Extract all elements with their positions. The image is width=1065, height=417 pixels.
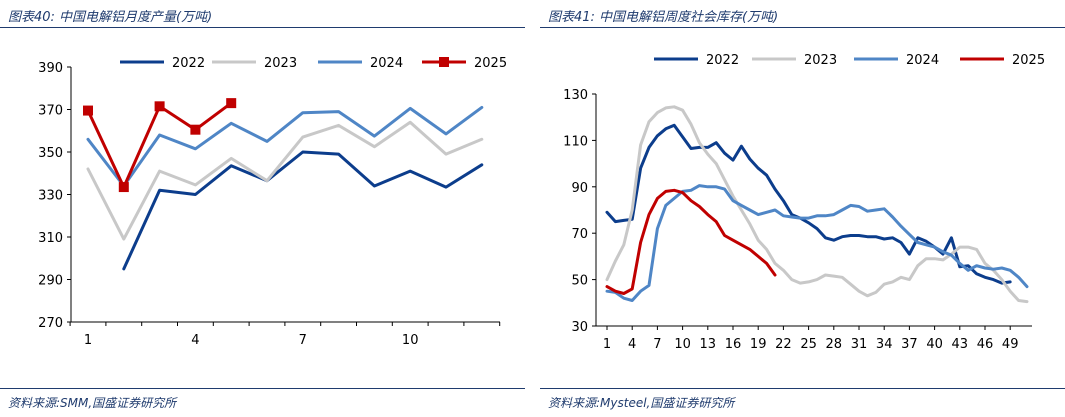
right-x-tick-label: 16 (725, 337, 742, 352)
left-legend-label-2025: 2025 (474, 56, 507, 71)
right-y-tick-label: 110 (563, 134, 588, 149)
right-x-tick-label: 4 (628, 337, 636, 352)
right-x-tick-label: 13 (700, 337, 717, 352)
left-legend-label-2024: 2024 (370, 56, 403, 71)
right-x-tick-label: 43 (952, 337, 969, 352)
left-chart-title: 图表40: 中国电解铝月度产量(万吨) (8, 10, 213, 25)
left-x-tick-label: 10 (402, 333, 419, 348)
left-chart-panel: 图表40: 中国电解铝月度产量(万吨) 270 290 310 330 350 370 39… (0, 0, 525, 417)
right-series-2023-line (605, 105, 1029, 304)
left-legend-label-2023: 2023 (264, 56, 297, 71)
right-x-tick-label: 25 (800, 337, 817, 352)
left-series-2025-point (226, 98, 237, 109)
left-series-2025-point (118, 182, 129, 193)
left-y-tick-label: 350 (38, 146, 63, 161)
left-x-tick-label: 1 (84, 333, 92, 348)
right-x-tick-label: 7 (653, 337, 661, 352)
left-series-2025-point (154, 101, 165, 112)
right-x-tick-label: 28 (826, 337, 843, 352)
right-x-tick-label: 37 (901, 337, 918, 352)
right-y-tick-label: 90 (571, 181, 588, 196)
right-chart-title: 图表41: 中国电解铝周度社会库存(万吨) (548, 10, 779, 25)
left-chart-source: 资料来源:SMM,国盛证券研究所 (8, 396, 177, 410)
right-x-tick-label: 34 (876, 337, 893, 352)
right-x-tick-label: 40 (926, 337, 943, 352)
right-series-2025-line (605, 188, 777, 295)
left-y-tick-label: 330 (38, 189, 63, 204)
left-title-rule (0, 27, 525, 28)
right-legend-label-2025: 2025 (1012, 53, 1045, 68)
left-series-2024-line (86, 105, 484, 188)
left-x-tick-label: 4 (191, 333, 199, 348)
left-y-tick-label: 370 (38, 104, 63, 119)
right-series-2024-line (605, 184, 1029, 302)
right-chart-svg: 30 50 70 90 110 130 1 4 7 10 13 16 19 22 25 28 31 34 37 40 4… (563, 53, 1045, 352)
left-y-tick-label: 310 (38, 231, 63, 246)
right-title-rule (540, 27, 1065, 28)
left-series-2025-point (190, 124, 201, 135)
right-x-tick-label: 31 (851, 337, 868, 352)
left-y-tick-label: 390 (38, 61, 63, 76)
right-legend-label-2024: 2024 (906, 53, 939, 68)
right-chart-panel: 图表41: 中国电解铝周度社会库存(万吨) 30 50 70 90 110 130 1 4 7 1… (540, 0, 1065, 417)
right-x-tick-label: 22 (775, 337, 792, 352)
right-x-tick-label: 1 (603, 337, 611, 352)
left-legend-label-2022: 2022 (172, 56, 205, 71)
right-x-tick-label: 46 (977, 337, 994, 352)
right-y-tick-label: 130 (563, 88, 588, 103)
right-x-tick-label: 19 (750, 337, 767, 352)
left-series-2022-line (122, 150, 484, 271)
right-source-rule (540, 388, 1065, 389)
left-y-tick-label: 290 (38, 274, 63, 289)
left-series-2023-line (86, 120, 484, 241)
left-chart-svg: 270 290 310 330 350 370 390 1 4 7 10 2022 2023 2024 20… (38, 56, 507, 348)
right-chart-source: 资料来源:Mysteel,国盛证券研究所 (548, 396, 735, 410)
right-y-tick-label: 70 (571, 227, 588, 242)
right-x-tick-label: 10 (674, 337, 691, 352)
right-series-2022-line (605, 123, 1012, 285)
right-legend-label-2022: 2022 (706, 53, 739, 68)
right-legend-label-2023: 2023 (804, 53, 837, 68)
right-x-tick-label: 49 (1002, 337, 1019, 352)
left-x-tick-label: 7 (299, 333, 307, 348)
left-series-2025-point (83, 105, 93, 116)
left-source-rule (0, 388, 525, 389)
right-y-tick-label: 30 (571, 320, 588, 335)
right-y-tick-label: 50 (571, 274, 588, 289)
left-y-tick-label: 270 (38, 316, 63, 331)
left-legend-marker-2025 (439, 57, 449, 67)
